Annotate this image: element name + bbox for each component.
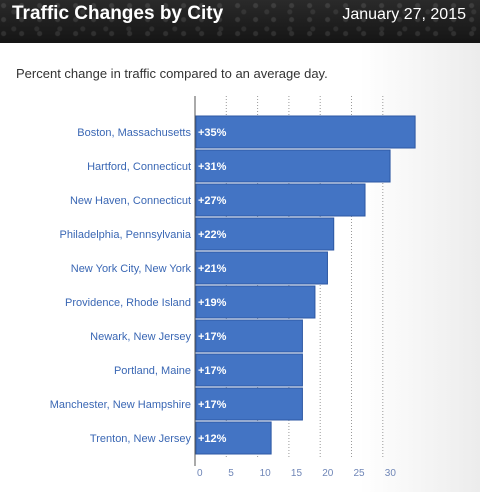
bar (195, 217, 335, 251)
bar (195, 353, 303, 387)
x-tick-label: 10 (260, 468, 272, 479)
category-label: Newark, New Jersey (90, 331, 191, 343)
value-label: +22% (198, 229, 227, 241)
category-label: Providence, Rhode Island (65, 297, 191, 309)
bar (195, 251, 328, 285)
value-label: +21% (198, 263, 227, 275)
chart-title: Traffic Changes by City (12, 3, 224, 24)
category-label: Hartford, Connecticut (87, 161, 191, 173)
bar (195, 149, 391, 183)
value-label: +17% (198, 365, 227, 377)
category-label: Trenton, New Jersey (90, 433, 192, 445)
category-label: Boston, Massachusetts (77, 127, 191, 139)
bar (195, 387, 303, 421)
x-tick-label: 30 (385, 468, 397, 479)
x-tick-label: 5 (228, 468, 234, 479)
bar (195, 319, 303, 353)
header-banner: Traffic Changes by City January 27, 2015 (0, 0, 480, 43)
bar (195, 183, 366, 217)
x-tick-label: 15 (291, 468, 303, 479)
x-tick-label: 0 (197, 468, 203, 479)
x-tick-label: 20 (322, 468, 334, 479)
bar (195, 115, 416, 149)
x-tick-label: 25 (354, 468, 366, 479)
category-label: Portland, Maine (114, 365, 191, 377)
value-label: +12% (198, 433, 227, 445)
category-label: Philadelphia, Pennsylvania (60, 229, 192, 241)
chart-date: January 27, 2015 (342, 6, 466, 23)
chart-subtitle: Percent change in traffic compared to an… (16, 66, 328, 81)
value-label: +35% (198, 127, 227, 139)
value-label: +17% (198, 331, 227, 343)
value-label: +31% (198, 161, 227, 173)
bar (195, 285, 316, 319)
category-label: Manchester, New Hampshire (50, 399, 191, 411)
category-label: New Haven, Connecticut (70, 195, 191, 207)
value-label: +19% (198, 297, 227, 309)
category-label: New York City, New York (71, 263, 192, 275)
value-label: +17% (198, 399, 227, 411)
bar (195, 421, 272, 455)
value-label: +27% (198, 195, 227, 207)
